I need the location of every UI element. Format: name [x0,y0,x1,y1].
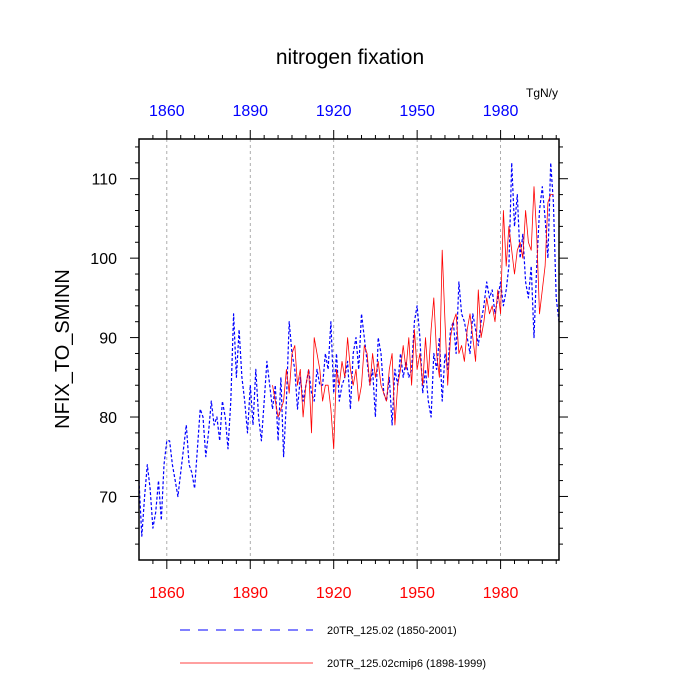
x-tick-label-top: 1980 [483,103,519,120]
x-tick-label-bottom: 1950 [399,585,435,602]
x-tick-label-top: 1860 [149,103,185,120]
y-tick-label: 100 [90,251,117,268]
y-tick-label: 80 [99,410,117,427]
series-line-0 [138,162,560,537]
chart-title: nitrogen fixation [276,46,424,69]
y-tick-label: 70 [99,489,117,506]
axis-ticks: 1860 1860 1890 1890 1920 1920 1950 1950 1980 1980… [90,103,568,602]
units-label: TgN/y [526,86,558,100]
x-tick-label-top: 1890 [232,103,268,120]
x-tick-label-bottom: 1980 [483,585,519,602]
x-tick-label-bottom: 1920 [316,585,352,602]
series-group [138,162,560,537]
plot-frame [138,138,560,561]
x-tick-label-top: 1920 [316,103,352,120]
x-tick-label-bottom: 1860 [149,585,185,602]
y-axis-label: NFIX_TO_SMINN [52,269,74,429]
y-tick-label: 90 [99,331,117,348]
series-line-1 [272,186,554,450]
legend: 20TR_125.02 (1850-2001) 20TR_125.02cmip6… [180,625,486,670]
y-tick-label: 110 [91,172,117,189]
legend-label-series-1: 20TR_125.02cmip6 (1898-1999) [327,658,486,670]
x-tick-label-bottom: 1890 [232,585,268,602]
legend-label-series-0: 20TR_125.02 (1850-2001) [327,625,457,637]
grid-lines [166,139,501,560]
x-tick-label-top: 1950 [399,103,435,120]
